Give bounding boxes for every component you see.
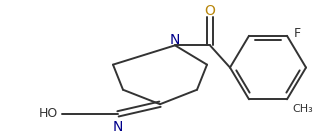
Text: CH₃: CH₃ xyxy=(292,104,313,114)
Text: O: O xyxy=(205,4,215,18)
Text: N: N xyxy=(170,33,180,47)
Text: N: N xyxy=(113,120,123,134)
Text: HO: HO xyxy=(39,107,58,120)
Text: F: F xyxy=(294,27,301,40)
